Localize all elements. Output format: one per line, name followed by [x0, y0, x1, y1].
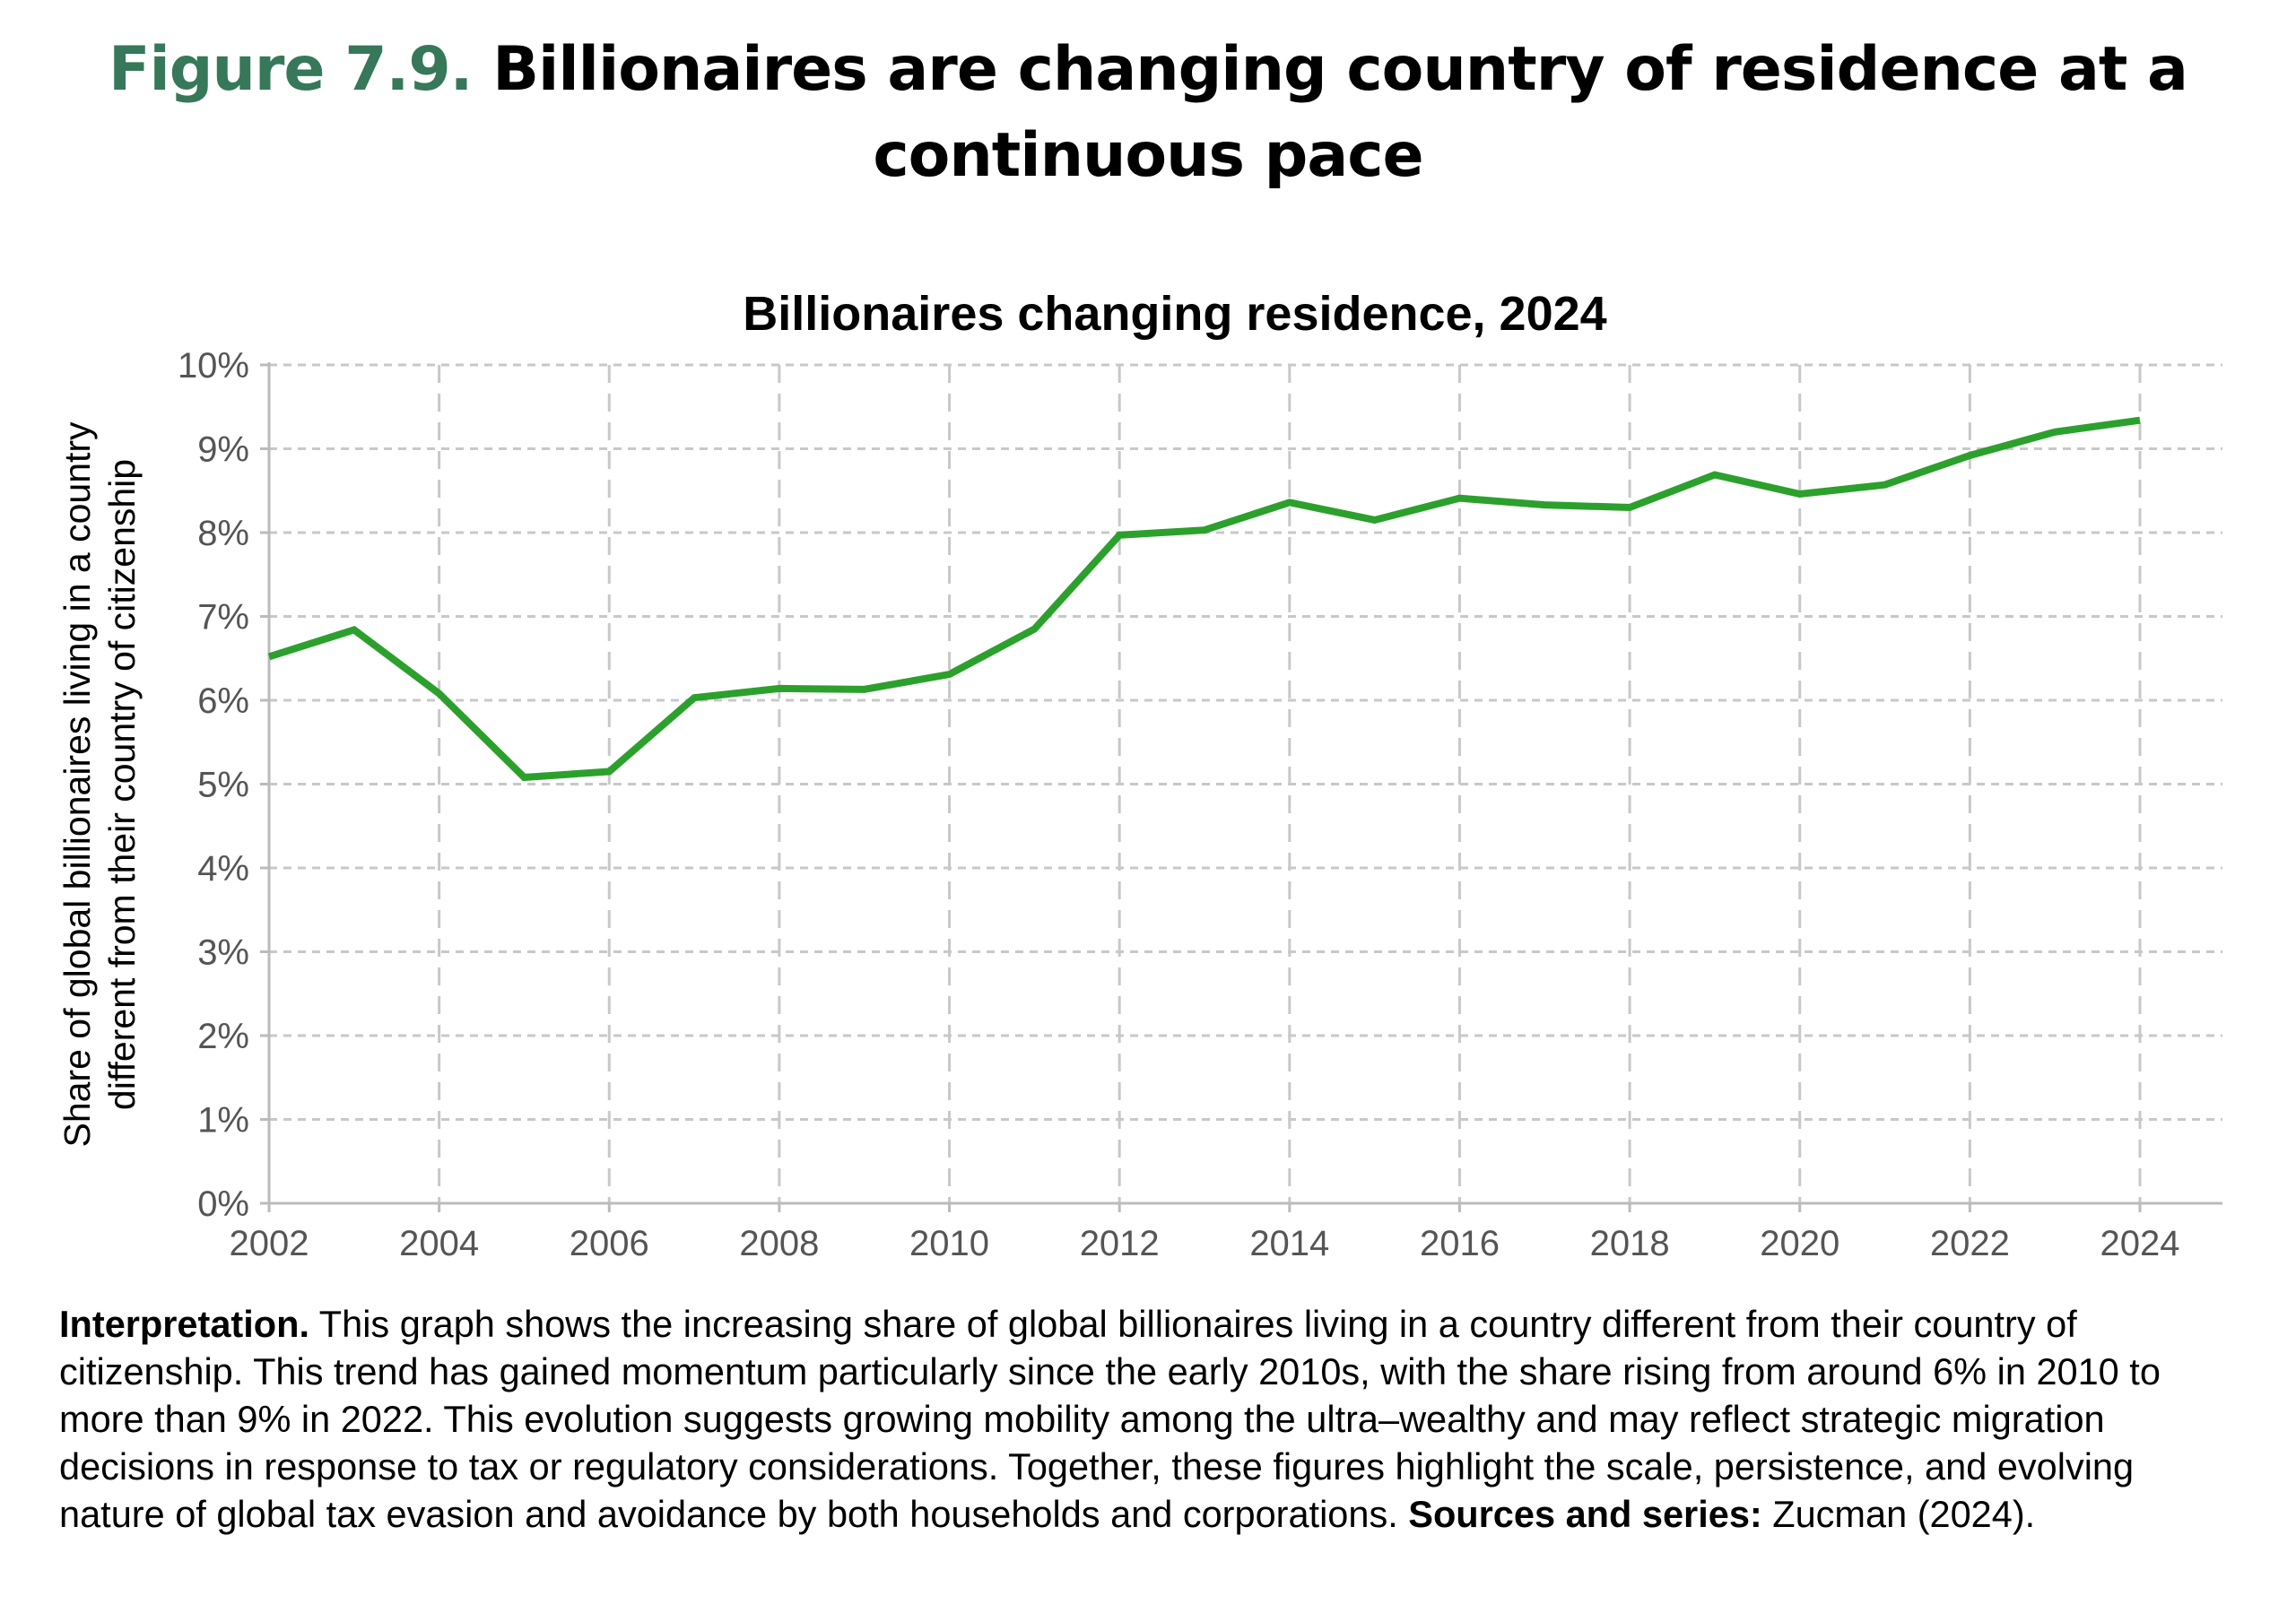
y-tick-label: 9% [197, 430, 249, 470]
figure-title-text: Billionaires are changing country of res… [492, 34, 2188, 191]
series-line [267, 416, 2141, 782]
x-tick-label: 2010 [909, 1224, 989, 1263]
line-chart: Billionaires changing residence, 2024 0%… [57, 287, 2222, 1263]
y-tick-label: 7% [197, 598, 249, 638]
interpretation-text: This graph shows the increasing share of… [59, 1303, 2161, 1535]
y-axis-label-line-1: Share of global billionaires living in a… [57, 421, 98, 1148]
chart-title: Billionaires changing residence, 2024 [743, 287, 1606, 341]
grid [269, 363, 2222, 1203]
interpretation-label: Interpretation. [59, 1303, 309, 1345]
x-tick-label: 2022 [1930, 1224, 2010, 1263]
x-tick-label: 2002 [230, 1224, 309, 1263]
y-tick-label: 3% [197, 933, 249, 973]
y-axis-label-line-2: different from their country of citizens… [101, 459, 143, 1110]
series [267, 416, 2141, 782]
y-axis-label: Share of global billionaires living in a… [57, 421, 143, 1148]
y-tick-labels: 0% 1% 2% 3% 4% 5% 6% 7% 8% 9% 10% [178, 346, 249, 1224]
y-tick-label: 4% [197, 849, 249, 889]
figure-title: Figure 7.9. Billionaires are changing co… [36, 27, 2260, 199]
axes [260, 362, 2222, 1212]
x-tick-label: 2016 [1420, 1224, 1500, 1263]
sources-label: Sources and series: [1408, 1493, 1762, 1535]
x-tick-labels: 2002 2004 2006 2008 2010 2012 2014 2016 2018 2020… [230, 1224, 2180, 1263]
x-tick-label: 2004 [399, 1224, 479, 1263]
x-tick-label: 2018 [1590, 1224, 1670, 1263]
x-tick-label: 2006 [570, 1224, 649, 1263]
y-tick-label: 8% [197, 514, 249, 553]
sources-text: Zucman (2024). [1761, 1493, 2036, 1535]
x-tick-label: 2008 [739, 1224, 819, 1263]
x-tick-label: 2012 [1080, 1224, 1160, 1263]
x-tick-label: 2024 [2100, 1224, 2180, 1263]
y-tick-label: 0% [197, 1184, 249, 1224]
figure-number: Figure 7.9. [109, 34, 473, 105]
y-tick-label: 1% [197, 1101, 249, 1141]
interpretation: Interpretation. This graph shows the inc… [59, 1300, 2248, 1538]
y-tick-label: 5% [197, 766, 249, 805]
y-tick-label: 10% [178, 346, 249, 386]
y-tick-label: 2% [197, 1017, 249, 1056]
x-tick-label: 2014 [1249, 1224, 1329, 1263]
x-tick-label: 2020 [1760, 1224, 1839, 1263]
y-tick-label: 6% [197, 681, 249, 721]
